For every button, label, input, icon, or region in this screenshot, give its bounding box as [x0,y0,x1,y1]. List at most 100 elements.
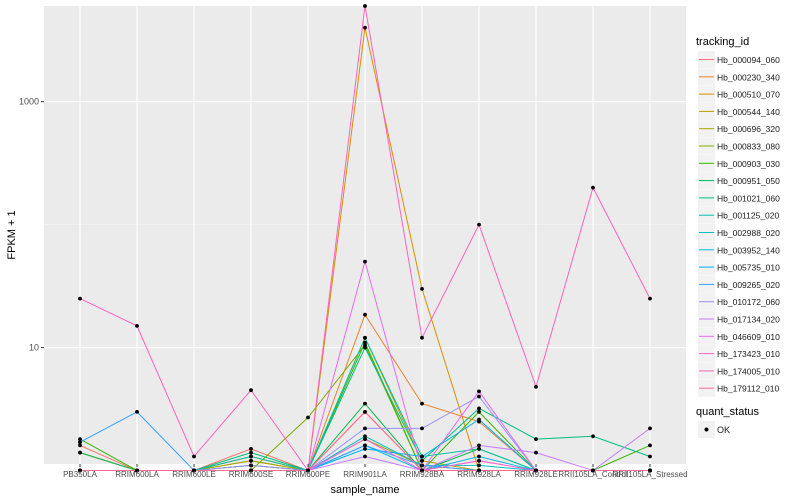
data-point [135,410,139,414]
data-point [477,389,481,394]
data-point [306,415,310,420]
x-tick-label: RRIM928LA [457,470,501,479]
legend-label: Hb_000951_050 [717,176,780,186]
x-tick-label: RRII105LA_Control [558,470,628,479]
quant-legend-title: quant_status [696,406,759,418]
data-point [249,468,253,473]
x-tick-label: RRIM600LA [115,470,159,479]
x-tick-label: RRIM600PE [286,470,330,479]
data-point [420,401,424,406]
y-tick-label: 1000 [19,97,39,107]
legend-label: Hb_003952_140 [717,245,780,255]
data-point [363,335,367,340]
data-point [363,4,367,8]
data-point [477,447,481,451]
data-point [78,296,82,301]
legend-label: Hb_000544_140 [717,107,780,117]
legend-label: Hb_173423_010 [717,349,780,359]
legend-label: Hb_000833_080 [717,142,780,152]
data-point [78,440,82,445]
data-point [363,437,367,441]
data-point [363,345,367,350]
data-point [477,454,481,459]
legend-label: Hb_005735_010 [717,263,780,273]
data-point [420,468,424,473]
x-axis: PB350LA RRIM600LA RRIM600LE RRIM600SE RRIM60… [63,464,688,479]
data-point [78,468,82,473]
data-point [363,426,367,431]
legend-label: Hb_002988_020 [717,228,780,238]
data-point [420,287,424,291]
data-point [648,468,652,473]
y-tick-label: 10 [29,343,39,353]
legend-title: tracking_id [696,36,749,48]
legend-label: Hb_009265_020 [717,280,780,290]
data-point [591,434,595,439]
data-point [363,340,367,345]
data-point [648,296,652,301]
legend-label: Hb_000696_320 [717,124,780,134]
data-point [477,417,481,422]
data-point [363,312,367,317]
data-point [249,388,253,393]
data-point [249,447,253,451]
data-point [648,443,652,448]
data-point [135,324,139,328]
data-point [363,434,367,439]
data-point [78,450,82,455]
data-point [78,443,82,448]
x-tick-label: RRII105LA_Stressed [612,470,687,479]
legend-label: Hb_046609_010 [717,332,780,342]
y-axis-title: FPKM + 1 [6,210,18,259]
legend-label: Hb_179112_010 [717,384,780,394]
data-point [363,443,367,448]
data-point [477,468,481,473]
legend: tracking_id Hb_000094_060Hb_000230_340Hb… [696,36,780,438]
data-point [363,259,367,264]
data-point [534,384,538,389]
x-tick-label: RRIM600SE [229,470,273,479]
quant-legend-label: OK [717,425,730,435]
y-axis: 10 1000 [19,97,44,353]
data-point [534,437,538,441]
data-point [363,454,367,459]
data-point [249,454,253,459]
data-point [363,410,367,414]
legend-label: Hb_001125_020 [717,211,780,221]
legend-label: Hb_000903_030 [717,159,780,169]
data-point [648,426,652,431]
legend-label: Hb_000230_340 [717,72,780,82]
data-point [249,458,253,463]
x-tick-label: RRIM928LE [514,470,558,479]
data-point [648,454,652,459]
data-point [420,426,424,431]
quant-legend-point [704,427,709,432]
legend-label: Hb_000094_060 [717,55,780,65]
legend-label: Hb_010172_060 [717,297,780,307]
data-point [249,450,253,455]
data-point [135,468,139,473]
legend-label: Hb_001021_060 [717,193,780,203]
data-point [591,468,595,473]
data-point [420,454,424,459]
x-tick-label: PB350LA [63,470,97,479]
data-point [477,394,481,399]
data-point [591,185,595,190]
data-point [192,454,196,459]
legend-label: Hb_000510_070 [717,90,780,100]
data-point [420,335,424,340]
data-point [192,468,196,473]
data-point [477,410,481,414]
data-point [363,447,367,451]
x-tick-label: RRIM600LE [172,470,216,479]
data-point [306,468,310,473]
data-point [534,468,538,473]
data-point [477,222,481,227]
data-point [78,437,82,441]
x-tick-label: RRIM928BA [400,470,445,479]
data-point [420,458,424,463]
data-point [363,25,367,30]
legend-items: Hb_000094_060 Hb_000230_340 Hb_000510_070 H… [698,51,780,397]
x-axis-title: sample_name [330,484,399,496]
